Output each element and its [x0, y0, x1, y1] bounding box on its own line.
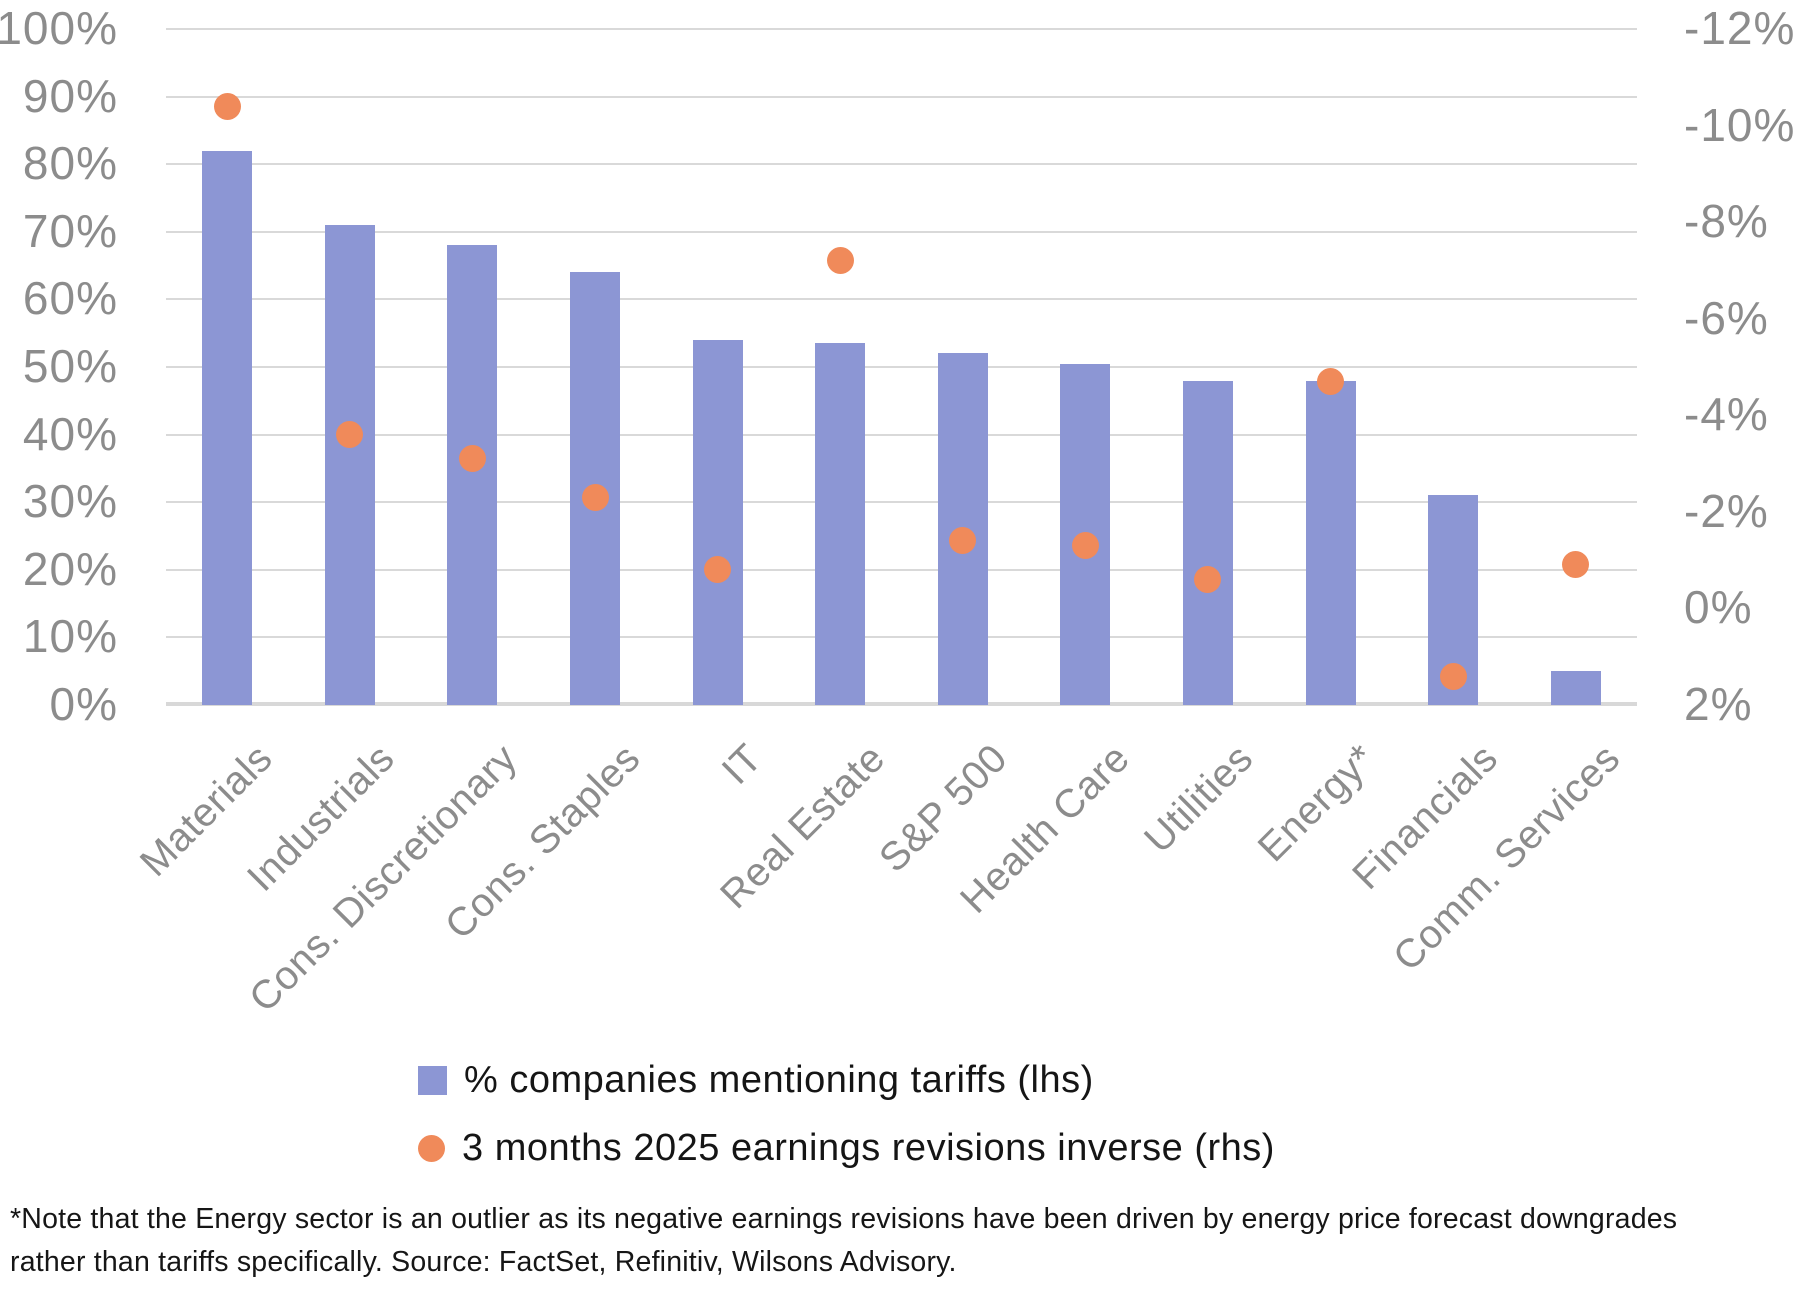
gridline-30	[166, 501, 1637, 504]
gridline-0	[166, 702, 1637, 706]
dot-s-p-500	[949, 527, 977, 555]
left-tick-70: 70%	[22, 204, 118, 257]
legend-item-bars: % companies mentioning tariffs (lhs)	[418, 1046, 1275, 1114]
left-tick-80: 80%	[22, 137, 118, 190]
gridline-40	[166, 433, 1637, 436]
right-tick-2: 2%	[1684, 677, 1753, 730]
dot-it	[704, 556, 732, 584]
dot-cons-discretionary	[458, 445, 486, 473]
left-tick-40: 40%	[22, 407, 118, 460]
dot-comm-services	[1562, 551, 1590, 579]
bar-materials	[202, 150, 253, 705]
footnote-line-2: rather than tariffs specifically. Source…	[10, 1246, 957, 1278]
right-tick--12: -12%	[1684, 1, 1796, 54]
left-tick-60: 60%	[22, 272, 118, 325]
dot-materials	[213, 92, 241, 120]
legend-label-bars: % companies mentioning tariffs (lhs)	[464, 1058, 1094, 1101]
plot-area	[166, 28, 1637, 706]
gridline-70	[166, 230, 1637, 233]
gridline-60	[166, 298, 1637, 301]
right-tick--4: -4%	[1684, 388, 1769, 441]
gridline-50	[166, 366, 1637, 368]
right-axis: -12% -10% -8% -6% -4% -2% 0% 2%	[1684, 2, 1800, 730]
bar-real-estate	[815, 343, 866, 705]
gridline-90	[166, 95, 1637, 98]
right-tick--8: -8%	[1684, 195, 1769, 248]
category-label-it: IT	[713, 736, 771, 793]
dot-series-swatch-icon	[418, 1134, 445, 1162]
bar-industrials	[324, 225, 375, 705]
bar-utilities	[1182, 380, 1233, 705]
category-label-comm-services: Comm. Services	[1385, 736, 1629, 980]
right-tick--10: -10%	[1684, 98, 1796, 151]
left-tick-90: 90%	[22, 69, 118, 122]
right-tick-0: 0%	[1684, 581, 1753, 634]
dot-energy-	[1317, 367, 1345, 395]
dot-cons-staples	[581, 483, 609, 511]
category-label-utilities: Utilities	[1135, 736, 1262, 862]
left-tick-50: 50%	[22, 339, 118, 392]
bar-series-swatch-icon	[418, 1065, 447, 1095]
dot-industrials	[336, 421, 364, 449]
dot-real-estate	[826, 247, 854, 275]
dot-financials	[1439, 662, 1467, 690]
left-tick-100: 100%	[0, 1, 118, 54]
left-axis: 100% 90% 80% 70% 60% 50% 40% 30% 20% 10% 0%	[0, 2, 118, 730]
legend: % companies mentioning tariffs (lhs) 3 m…	[418, 1046, 1275, 1182]
legend-label-dots: 3 months 2025 earnings revisions inverse…	[462, 1126, 1275, 1169]
dot-utilities	[1194, 565, 1222, 593]
category-axis: Materials Industrials Cons. Discretionary C…	[131, 736, 1637, 1066]
left-tick-30: 30%	[22, 475, 118, 528]
right-tick--6: -6%	[1684, 291, 1769, 344]
bar-comm-services	[1550, 671, 1601, 705]
left-tick-10: 10%	[22, 610, 118, 663]
legend-item-dots: 3 months 2025 earnings revisions inverse…	[418, 1114, 1275, 1182]
bar-it	[692, 339, 743, 705]
gridline-80	[166, 163, 1637, 166]
left-tick-20: 20%	[22, 542, 118, 595]
left-tick-0: 0%	[49, 677, 118, 730]
gridline-100	[166, 28, 1637, 30]
right-tick--2: -2%	[1684, 484, 1769, 537]
gridline-20	[166, 568, 1637, 571]
dot-health-care	[1071, 532, 1099, 560]
bar-energy-	[1305, 380, 1356, 705]
footnote: *Note that the Energy sector is an outli…	[10, 1198, 1730, 1284]
gridline-10	[166, 636, 1637, 639]
bar-cons-discretionary	[447, 245, 498, 705]
footnote-line-1: *Note that the Energy sector is an outli…	[10, 1203, 1678, 1235]
